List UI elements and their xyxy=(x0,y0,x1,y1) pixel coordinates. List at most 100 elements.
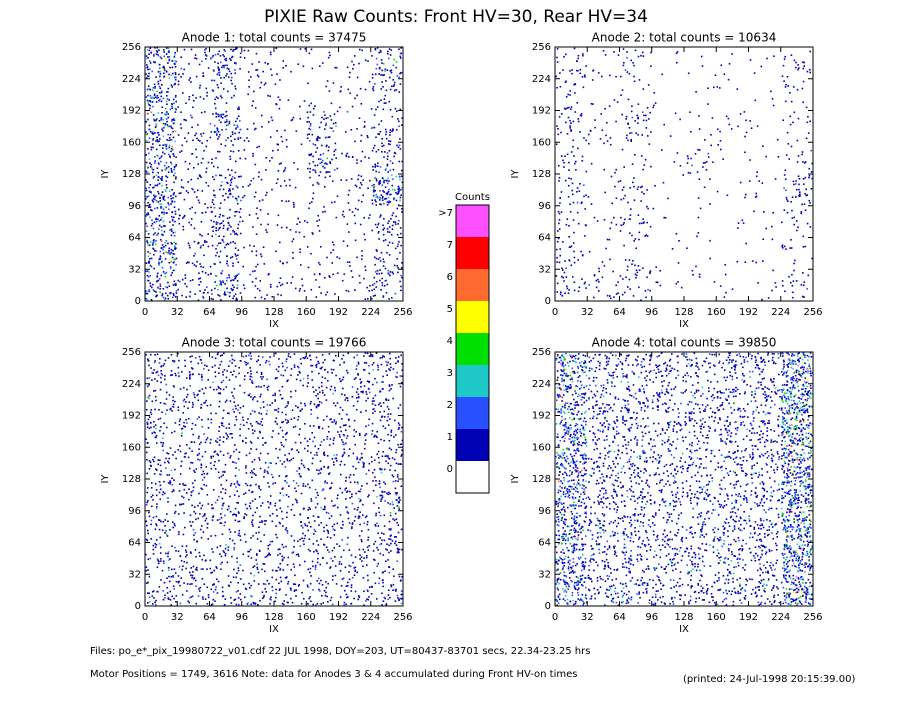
count-dot xyxy=(180,460,183,463)
count-dot xyxy=(359,87,362,90)
count-dot xyxy=(218,255,220,258)
count-dot xyxy=(271,74,273,76)
heat-cell xyxy=(145,238,178,270)
count-dot xyxy=(254,163,257,166)
count-dot xyxy=(232,279,235,281)
count-dot xyxy=(152,97,154,99)
count-dot xyxy=(149,62,152,64)
count-dot xyxy=(634,49,637,52)
count-dot xyxy=(381,356,383,359)
count-dot xyxy=(372,147,375,149)
count-dot xyxy=(193,264,196,266)
count-dot xyxy=(630,132,633,134)
count-dot xyxy=(175,156,177,158)
count-dot xyxy=(710,134,712,136)
count-dot xyxy=(157,418,160,421)
count-dot xyxy=(617,281,619,283)
count-dot xyxy=(376,430,378,433)
count-dot xyxy=(202,157,204,160)
count-dot xyxy=(160,206,163,209)
count-dot xyxy=(233,370,235,373)
count-dot xyxy=(374,540,377,543)
count-dot xyxy=(313,454,316,456)
count-dot xyxy=(221,129,223,131)
count-dot xyxy=(205,466,208,468)
count-dot xyxy=(234,138,236,141)
count-dot xyxy=(218,242,220,245)
heat-cell xyxy=(663,112,681,137)
count-dot xyxy=(196,541,198,543)
count-dot xyxy=(251,523,254,525)
count-dot xyxy=(372,295,375,297)
count-dot xyxy=(277,178,279,180)
count-dot xyxy=(321,116,323,119)
count-dot xyxy=(378,507,380,509)
count-dot xyxy=(153,460,155,463)
count-dot xyxy=(255,233,258,235)
count-dot xyxy=(173,192,175,194)
count-dot xyxy=(391,384,393,386)
count-dot xyxy=(200,507,202,510)
count-dot xyxy=(343,451,346,454)
count-dot xyxy=(397,192,400,194)
count-dot xyxy=(568,225,570,227)
count-dot xyxy=(372,362,375,364)
count-dot xyxy=(558,164,560,167)
count-dot xyxy=(306,525,309,527)
count-dot xyxy=(754,99,757,102)
count-dot xyxy=(328,275,330,277)
count-dot xyxy=(355,408,358,411)
count-dot xyxy=(309,171,311,173)
count-dot xyxy=(371,55,373,57)
count-dot xyxy=(197,437,200,440)
count-dot xyxy=(145,438,147,441)
count-dot xyxy=(323,394,326,396)
count-dot xyxy=(391,501,394,503)
count-dot xyxy=(270,286,272,288)
count-dot xyxy=(295,378,298,381)
count-dot xyxy=(156,139,159,141)
count-dot xyxy=(163,153,166,155)
count-dot xyxy=(363,369,366,371)
count-dot xyxy=(232,50,234,52)
heat-cell xyxy=(275,510,307,542)
count-dot xyxy=(160,194,163,196)
count-dot xyxy=(383,355,385,358)
count-dot xyxy=(172,148,174,151)
count-dot xyxy=(230,72,232,75)
heat-cell xyxy=(623,238,644,269)
count-dot xyxy=(335,374,337,377)
count-dot xyxy=(195,148,197,151)
count-dot xyxy=(381,62,383,64)
count-dot xyxy=(381,494,383,497)
count-dot xyxy=(647,288,649,291)
count-dot xyxy=(146,423,149,426)
count-dot xyxy=(194,293,196,295)
count-dot xyxy=(152,494,154,497)
count-dot xyxy=(284,419,287,421)
count-dot xyxy=(146,165,148,168)
count-dot xyxy=(202,98,205,100)
count-dot xyxy=(224,246,226,249)
count-dot xyxy=(231,169,233,172)
count-dot xyxy=(636,271,639,274)
count-dot xyxy=(401,117,403,119)
count-dot xyxy=(231,358,234,361)
count-dot xyxy=(164,189,167,191)
count-dot xyxy=(644,290,647,292)
count-dot xyxy=(224,121,226,124)
count-dot xyxy=(771,225,773,228)
count-dot xyxy=(257,75,260,78)
count-dot xyxy=(583,282,586,285)
count-dot xyxy=(385,89,388,92)
count-dot xyxy=(165,114,167,116)
count-dot xyxy=(175,374,177,377)
count-dot xyxy=(174,66,177,68)
heat-cell xyxy=(209,448,241,479)
count-dot xyxy=(191,153,193,155)
count-dot xyxy=(162,208,165,211)
count-dot xyxy=(574,83,577,85)
count-dot xyxy=(392,212,395,214)
count-dot xyxy=(197,458,199,461)
count-dot xyxy=(165,58,167,60)
